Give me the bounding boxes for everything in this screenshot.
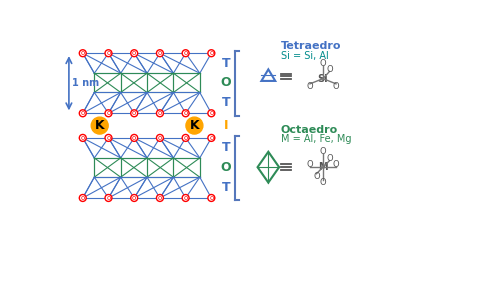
Text: 1 nm: 1 nm (72, 78, 99, 88)
Text: O: O (326, 154, 333, 163)
Circle shape (182, 194, 189, 201)
Text: O: O (221, 76, 231, 89)
Text: o: o (107, 135, 110, 141)
Circle shape (208, 110, 215, 117)
Circle shape (186, 117, 203, 134)
Text: o: o (132, 110, 136, 116)
Circle shape (105, 134, 112, 142)
Circle shape (91, 117, 108, 134)
Circle shape (105, 110, 112, 117)
Text: Si: Si (318, 74, 328, 83)
Text: Si = Si, Al: Si = Si, Al (281, 51, 328, 61)
Text: o: o (183, 50, 188, 56)
Text: O: O (333, 82, 339, 91)
Circle shape (182, 50, 189, 57)
Text: o: o (81, 195, 85, 201)
Text: Tetraedro: Tetraedro (281, 41, 341, 51)
Text: O: O (307, 160, 313, 169)
Text: M = Al, Fe, Mg: M = Al, Fe, Mg (281, 134, 351, 144)
Circle shape (156, 194, 163, 201)
Circle shape (182, 110, 189, 117)
Text: T: T (222, 142, 230, 155)
Text: o: o (183, 110, 188, 116)
Circle shape (79, 134, 86, 142)
Text: I: I (224, 119, 228, 132)
Text: O: O (320, 147, 326, 156)
Text: T: T (222, 97, 230, 109)
Circle shape (208, 50, 215, 57)
Text: o: o (158, 135, 162, 141)
Text: o: o (107, 50, 110, 56)
Text: O: O (221, 161, 231, 174)
Text: o: o (209, 50, 214, 56)
Text: T: T (222, 57, 230, 70)
Text: o: o (132, 50, 136, 56)
Text: O: O (313, 171, 320, 181)
Text: o: o (158, 50, 162, 56)
Text: o: o (107, 195, 110, 201)
Circle shape (156, 50, 163, 57)
Circle shape (131, 194, 138, 201)
Text: o: o (132, 135, 136, 141)
Circle shape (131, 134, 138, 142)
Text: O: O (333, 160, 339, 169)
Text: T: T (222, 181, 230, 194)
Circle shape (105, 194, 112, 201)
Text: o: o (158, 195, 162, 201)
Text: o: o (107, 110, 110, 116)
Text: o: o (209, 110, 214, 116)
Text: o: o (81, 50, 85, 56)
Text: K: K (95, 119, 105, 132)
Circle shape (182, 134, 189, 142)
Text: o: o (81, 110, 85, 116)
Text: M: M (318, 162, 328, 172)
Text: o: o (209, 135, 214, 141)
Circle shape (79, 194, 86, 201)
Text: o: o (81, 135, 85, 141)
Circle shape (79, 50, 86, 57)
Circle shape (131, 110, 138, 117)
Text: o: o (132, 195, 136, 201)
Circle shape (131, 50, 138, 57)
Text: O: O (320, 59, 326, 68)
Circle shape (156, 134, 163, 142)
Text: Octaedro: Octaedro (281, 125, 338, 135)
Circle shape (79, 110, 86, 117)
Text: K: K (190, 119, 199, 132)
Circle shape (208, 134, 215, 142)
Text: o: o (158, 110, 162, 116)
Text: O: O (307, 82, 313, 91)
Text: o: o (183, 195, 188, 201)
Text: o: o (183, 135, 188, 141)
Text: O: O (320, 178, 326, 187)
Circle shape (105, 50, 112, 57)
Text: o: o (209, 195, 214, 201)
Circle shape (208, 194, 215, 201)
Circle shape (156, 110, 163, 117)
Text: O: O (326, 65, 333, 74)
